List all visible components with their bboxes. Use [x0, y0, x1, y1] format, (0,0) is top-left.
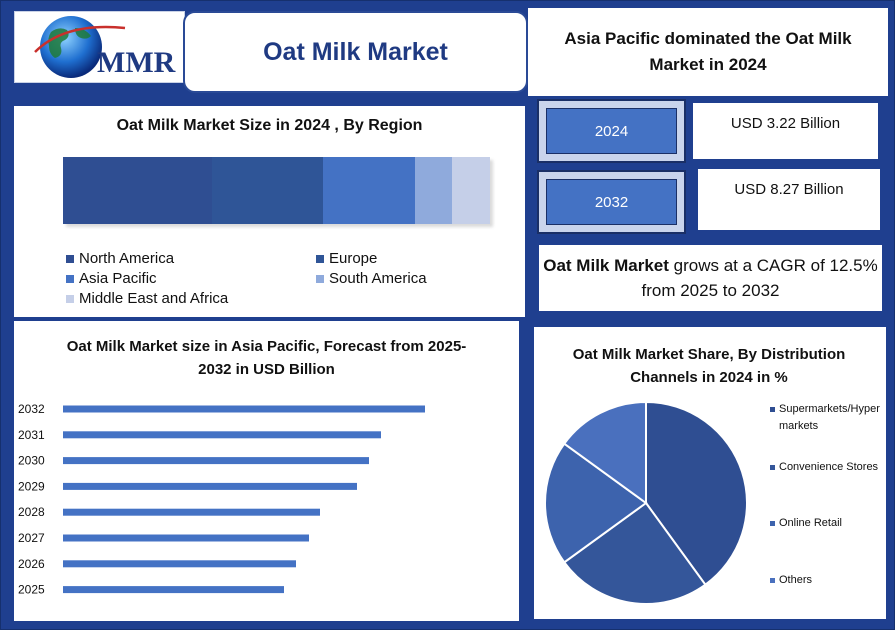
year-tick-label: 2031	[18, 428, 45, 442]
region-chart-panel: Oat Milk Market Size in 2024 , By Region…	[14, 106, 525, 317]
legend-swatch	[66, 274, 74, 283]
region-segment-asia-pacific	[323, 157, 416, 224]
headline-panel: Asia Pacific dominated the Oat Milk Mark…	[528, 8, 888, 96]
svg-text:MMR: MMR	[97, 46, 176, 79]
legend-label: Supermarkets/Hyper markets	[779, 403, 880, 432]
value-2024-box: USD 3.22 Billion	[693, 103, 878, 159]
pie-legend-item: Others	[770, 572, 888, 589]
logo: MMR	[14, 11, 185, 83]
pie-slice	[562, 501, 707, 605]
page-title: Oat Milk Market	[263, 37, 448, 66]
value-2024: USD 3.22 Billion	[730, 115, 841, 132]
region-legend-item: Asia Pacific	[66, 270, 157, 287]
year-tick-label: 2027	[18, 531, 45, 545]
region-legend-item: South America	[316, 270, 427, 287]
pie-slice	[562, 400, 647, 505]
legend-swatch	[770, 407, 775, 412]
year-2032-box: 2032	[537, 170, 686, 234]
cagr-market-name: Oat Milk Market	[543, 256, 669, 275]
legend-swatch	[66, 254, 74, 263]
pie-chart-panel: Oat Milk Market Share, By Distribution C…	[534, 327, 886, 619]
year-tick-label: 2030	[18, 454, 45, 468]
cagr-detail: grows at a CAGR of 12.5% from 2025 to 20…	[641, 256, 878, 300]
globe-icon: MMR	[34, 16, 176, 79]
year-2024-label: 2024	[546, 108, 677, 154]
legend-swatch	[770, 521, 775, 526]
value-2032-box: USD 8.27 Billion	[698, 169, 880, 230]
pie-slice	[544, 442, 648, 564]
year-2024-box: 2024	[537, 99, 686, 163]
legend-label: Convenience Stores	[779, 461, 879, 473]
region-legend-item: Middle East and Africa	[66, 290, 228, 307]
pie-legend-item: Supermarkets/Hyper markets	[770, 401, 888, 435]
legend-swatch	[770, 465, 775, 470]
region-segment-middle-east-and-africa	[451, 157, 490, 224]
forecast-chart-title: Oat Milk Market size in Asia Pacific, Fo…	[66, 338, 467, 378]
year-2032-label: 2032	[546, 179, 677, 225]
forecast-bar	[63, 482, 357, 490]
region-segment-europe	[212, 157, 324, 224]
forecast-bar	[63, 457, 369, 465]
pie-slice	[645, 400, 748, 587]
pie-legend-item: Convenience Stores	[770, 459, 888, 476]
page-title-box: Oat Milk Market	[183, 11, 528, 93]
legend-swatch	[316, 254, 324, 263]
legend-label: Online Retail	[779, 517, 842, 529]
pie-chart	[544, 400, 748, 605]
forecast-chart-panel: Oat Milk Market size in Asia Pacific, Fo…	[14, 321, 519, 621]
region-legend-item: Europe	[316, 250, 377, 267]
legend-swatch	[66, 294, 74, 303]
legend-label: South America	[329, 270, 427, 287]
legend-label: Asia Pacific	[79, 270, 157, 287]
region-legend-item: North America	[66, 250, 174, 267]
legend-label: Europe	[329, 250, 378, 267]
forecast-bar	[63, 534, 309, 542]
forecast-bar-chart: 2032 2031 2030 2029 2028 2027 2026 2025	[18, 402, 425, 597]
value-2032: USD 8.27 Billion	[734, 181, 844, 198]
pie-chart-title: Oat Milk Market Share, By Distribution C…	[572, 346, 846, 386]
region-segment-south-america	[415, 157, 452, 224]
legend-label: Others	[779, 574, 813, 586]
forecast-bar	[63, 560, 296, 568]
pie-legend-item: Online Retail	[770, 515, 888, 532]
forecast-bar	[63, 405, 425, 413]
year-tick-label: 2028	[18, 505, 45, 519]
year-tick-label: 2025	[18, 583, 45, 597]
year-tick-label: 2026	[18, 557, 45, 571]
region-chart-title: Oat Milk Market Size in 2024 , By Region	[116, 117, 423, 134]
legend-swatch	[770, 578, 775, 583]
year-tick-label: 2029	[18, 479, 45, 493]
legend-label: North America	[79, 250, 175, 267]
year-tick-label: 2032	[18, 402, 45, 416]
forecast-bar	[63, 586, 284, 594]
forecast-bar	[63, 508, 320, 516]
headline-text: Asia Pacific dominated the Oat Milk Mark…	[564, 29, 852, 74]
region-stacked-bar	[63, 157, 490, 224]
legend-label: Middle East and Africa	[79, 290, 229, 307]
forecast-bar	[63, 431, 381, 439]
legend-swatch	[316, 274, 324, 283]
region-segment-north-america	[63, 157, 213, 224]
cagr-text: Oat Milk Market grows at a CAGR of 12.5%…	[539, 253, 882, 303]
cagr-panel: Oat Milk Market grows at a CAGR of 12.5%…	[539, 245, 882, 311]
